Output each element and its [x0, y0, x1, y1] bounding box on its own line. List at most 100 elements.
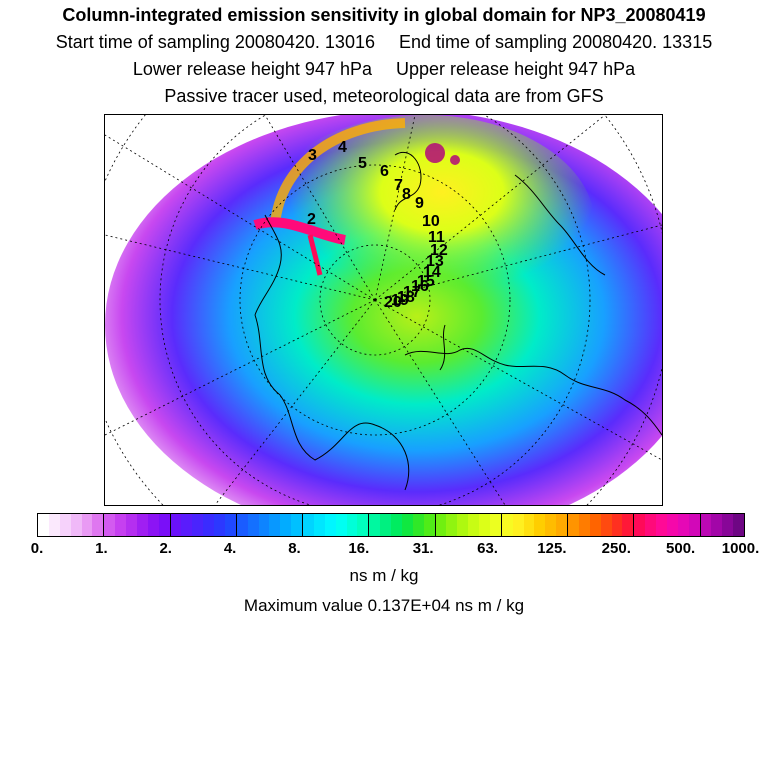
trajectory-label: 11 — [428, 229, 445, 246]
trajectory-label: 3 — [308, 147, 317, 164]
end-time-label: End time of sampling 20080420. 13315 — [398, 32, 713, 52]
colorbar-segment — [622, 514, 635, 536]
hotspot-cluster — [425, 143, 445, 163]
colorbar-segment — [303, 514, 314, 536]
trajectory-label: 5 — [358, 155, 367, 172]
latitude-circle — [239, 164, 511, 436]
graticule — [105, 115, 662, 505]
colorbar-segment — [656, 514, 667, 536]
colorbar-segment — [291, 514, 303, 536]
colorbar-segment — [512, 514, 524, 536]
colorbar-segment — [391, 514, 402, 536]
coastline — [404, 347, 662, 436]
colorbar-segment — [48, 514, 60, 536]
colorbar-segment — [59, 514, 71, 536]
colorbar-segment — [104, 514, 116, 536]
map-canvas — [105, 115, 662, 505]
colorbar-segment — [203, 514, 214, 536]
trajectory-label: 12 — [430, 242, 448, 259]
coastlines — [254, 152, 662, 491]
trajectory-label: 4 — [338, 139, 347, 156]
coastline — [254, 214, 282, 316]
colorbar-tick-label: 31. — [412, 540, 434, 557]
colorbar-segment — [556, 514, 568, 536]
meridian — [105, 299, 376, 436]
colorbar-segment — [700, 514, 712, 536]
colorbar-segment — [158, 514, 171, 536]
colorbar-segment — [722, 514, 734, 536]
trajectory-label: 14 — [423, 264, 441, 281]
colorbar-segment — [346, 514, 358, 536]
colorbar-units: ns m / kg — [349, 566, 419, 585]
meridian — [374, 115, 416, 301]
colorbar-segment — [126, 514, 137, 536]
colorbar-segment — [666, 514, 678, 536]
trajectory-label: 20 — [384, 294, 402, 311]
coastline — [439, 324, 446, 371]
trajectory-label: 6 — [380, 163, 389, 180]
colorbar-segment — [501, 514, 513, 536]
colorbar-segment — [677, 514, 689, 536]
plot-title: Column-integrated emission sensitivity i… — [62, 5, 706, 25]
colorbar-segment — [357, 514, 370, 536]
colorbar — [37, 513, 745, 537]
colorbar-segment — [457, 514, 469, 536]
colorbar-segment — [70, 514, 82, 536]
colorbar-segment — [435, 514, 447, 536]
trajectory-label: 10 — [422, 213, 440, 230]
colorbar-segment — [38, 514, 49, 536]
colorbar-tick-label: 0. — [30, 540, 44, 557]
trajectory-label: 17 — [403, 284, 421, 301]
trajectory-label: 15 — [417, 273, 435, 290]
colorbar-segment — [545, 514, 557, 536]
colorbar-tick-label: 4. — [223, 540, 237, 557]
colorbar-segment — [479, 514, 490, 536]
colorbar-segment — [224, 514, 237, 536]
colorbar-segment — [711, 514, 723, 536]
trajectory-label: 7 — [394, 177, 403, 194]
colorbar-segment — [181, 514, 193, 536]
colorbar-segment — [589, 514, 601, 536]
colorbar-segment — [324, 514, 336, 536]
latitude-circle — [159, 115, 591, 505]
colorbar-tick-label: 63. — [477, 540, 498, 557]
trajectory-label: 9 — [415, 195, 424, 212]
colorbar-segment — [269, 514, 281, 536]
meridian — [374, 115, 606, 301]
colorbar-segment — [192, 514, 204, 536]
colorbar-segment — [136, 514, 148, 536]
latitude-circle — [319, 244, 431, 356]
colorbar-segment — [523, 514, 535, 536]
coastline — [254, 314, 410, 491]
sensitivity-map: 2 3 4 5 6 7 8 9 10 11 12 13 14 15 16 17 … — [104, 114, 663, 506]
meridian — [105, 234, 376, 301]
colorbar-segment — [489, 514, 502, 536]
colorbar-segment — [645, 514, 656, 536]
colorbar-segment — [423, 514, 436, 536]
colorbar-segment — [81, 514, 93, 536]
meridian — [374, 299, 506, 505]
colorbar-segment — [115, 514, 126, 536]
trajectory-label: 16 — [411, 278, 429, 295]
tracer-note: Passive tracer used, meteorological data… — [164, 86, 604, 106]
lower-release-label: Lower release height 947 hPa — [132, 59, 372, 79]
colorbar-segment — [380, 514, 391, 536]
colorbar-segment — [313, 514, 325, 536]
colorbar-segment — [534, 514, 546, 536]
colorbar-segment — [92, 514, 105, 536]
colorbar-segment — [446, 514, 458, 536]
colorbar-segment — [258, 514, 270, 536]
colorbar-segment — [468, 514, 479, 536]
trajectory-label: 19 — [391, 292, 409, 309]
trajectory-label: 2 — [307, 211, 316, 228]
transport-arc — [270, 118, 406, 226]
colorbar-segment — [170, 514, 182, 536]
colorbar-tick-label: 1. — [95, 540, 108, 557]
colorbar-segment — [688, 514, 701, 536]
coastline — [394, 152, 422, 211]
maximum-value-label: Maximum value 0.137E+04 ns m / kg — [243, 596, 525, 615]
colorbar-segment — [335, 514, 347, 536]
colorbar-segment — [369, 514, 381, 536]
colorbar-segment — [634, 514, 646, 536]
colorbar-tick-label: 8. — [288, 540, 301, 557]
